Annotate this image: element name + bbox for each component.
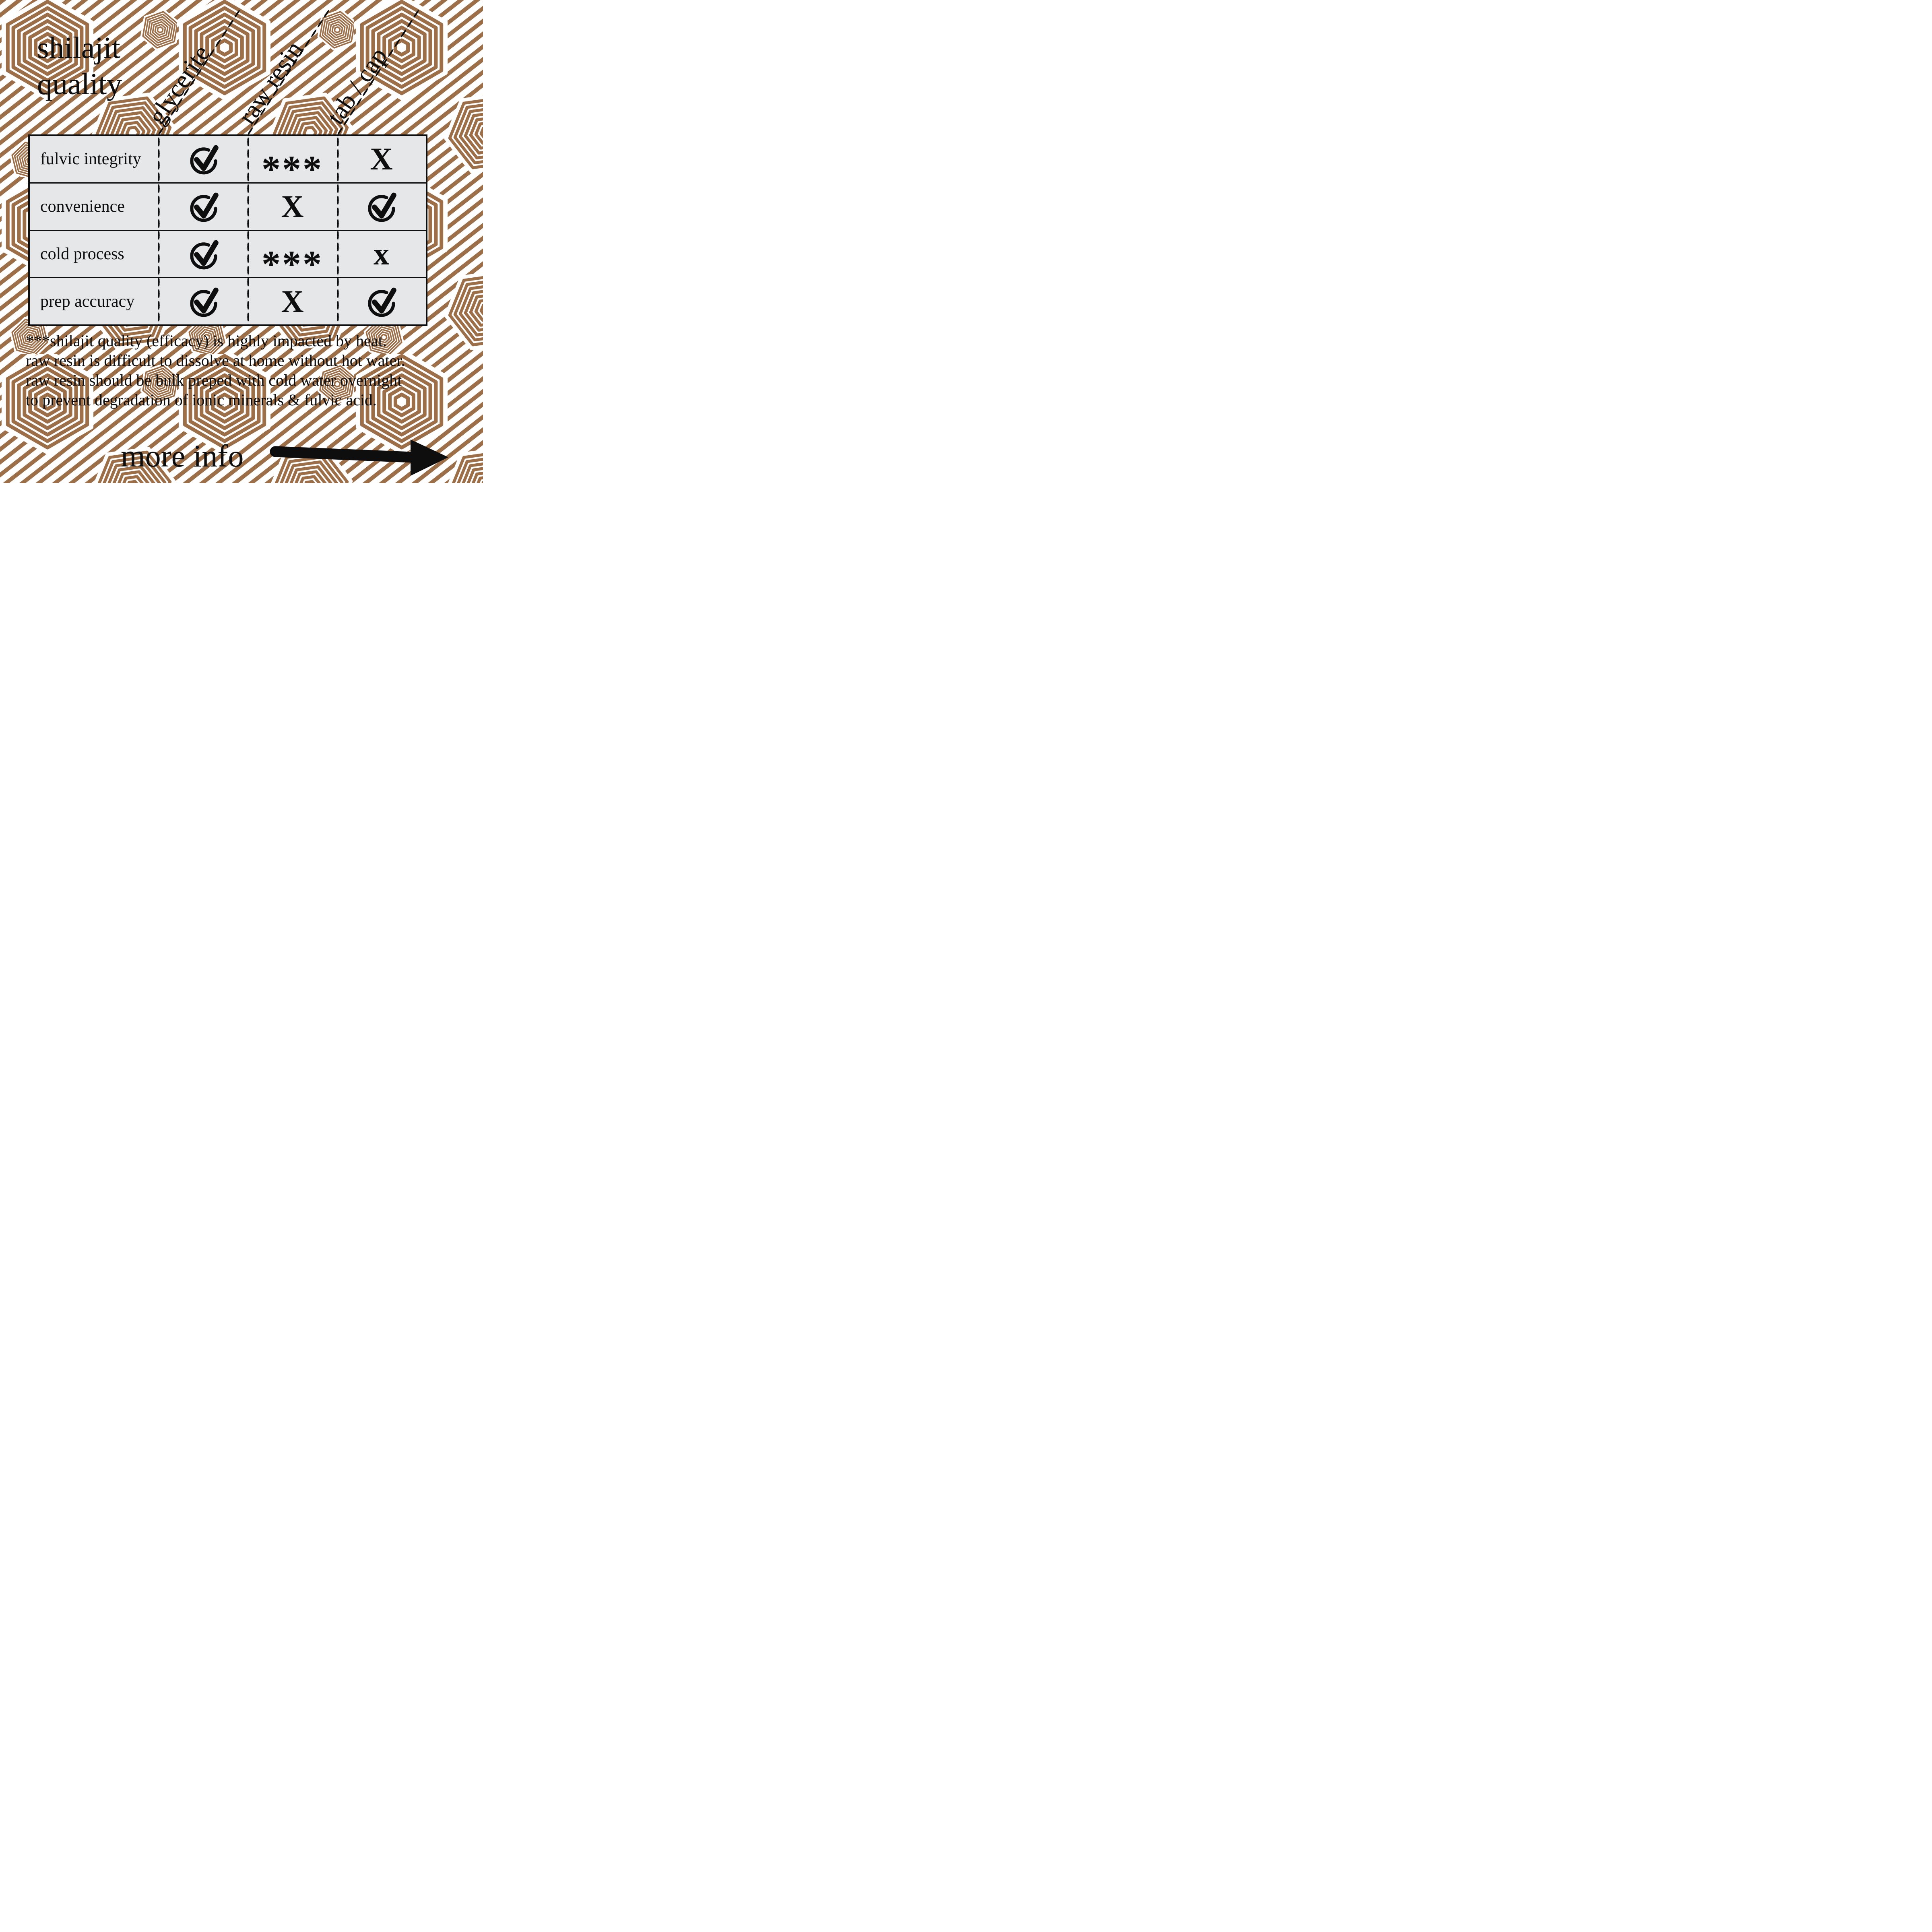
cell-fulvic-integrity-raw-resin: ***	[248, 136, 337, 188]
cell-prep-accuracy-tab-cap	[337, 278, 426, 324]
footnote: ***shilajit quality (efficacy) is highly…	[26, 331, 469, 410]
cell-fulvic-integrity-glycerite	[159, 136, 248, 182]
cross-mark: X	[281, 189, 304, 224]
cell-fulvic-integrity-tab-cap: X	[337, 136, 426, 182]
dotted-column-separator	[158, 136, 160, 324]
table-row: prep accuracy X	[30, 277, 426, 324]
cross-mark: x	[374, 236, 389, 271]
comparison-table: fulvic integrity *** X convenience X col…	[28, 134, 427, 326]
check-icon	[367, 192, 396, 222]
footnote-line: ***shilajit quality (efficacy) is highly…	[26, 332, 387, 350]
cell-cold-process-glycerite	[159, 231, 248, 277]
cell-convenience-raw-resin: X	[248, 184, 337, 230]
page-title-line1: shilajit	[37, 31, 120, 65]
cell-convenience-tab-cap	[337, 184, 426, 230]
check-icon	[190, 145, 219, 175]
cell-prep-accuracy-glycerite	[159, 278, 248, 324]
page-title-line2: quality	[37, 67, 122, 101]
footnote-line: raw resin is difficult to dissolve at ho…	[26, 351, 405, 369]
dotted-column-separator	[247, 136, 249, 324]
footnote-line: to prevent degradation of ionic minerals…	[26, 391, 377, 409]
cell-convenience-glycerite	[159, 184, 248, 230]
row-label-cold-process: cold process	[40, 244, 124, 263]
infographic-canvas: shilajit quality glycerite raw resin tab…	[0, 0, 483, 483]
table-row: fulvic integrity *** X	[30, 136, 426, 188]
check-icon	[190, 287, 219, 317]
cell-cold-process-raw-resin: ***	[248, 231, 337, 283]
page-title: shilajit quality	[37, 30, 122, 102]
cell-prep-accuracy-raw-resin: X	[248, 278, 337, 324]
cross-mark: X	[370, 141, 393, 177]
more-info-label[interactable]: more info	[121, 438, 244, 473]
check-icon	[190, 240, 219, 270]
cell-cold-process-tab-cap: x	[337, 231, 426, 277]
row-label-convenience: convenience	[40, 197, 125, 216]
row-label-prep-accuracy: prep accuracy	[40, 292, 135, 311]
right-arrow-icon[interactable]	[266, 437, 452, 482]
table-row: convenience X	[30, 182, 426, 230]
check-icon	[367, 287, 396, 317]
check-icon	[190, 192, 219, 222]
table-row: cold process *** x	[30, 229, 426, 283]
dotted-column-separator	[337, 136, 339, 324]
cross-mark: X	[281, 283, 304, 319]
asterisks-mark: ***	[262, 243, 323, 285]
row-label-fulvic-integrity: fulvic integrity	[40, 150, 141, 169]
asterisks-mark: ***	[262, 148, 323, 190]
footnote-line: raw resin should be bulk preped with col…	[26, 371, 402, 389]
